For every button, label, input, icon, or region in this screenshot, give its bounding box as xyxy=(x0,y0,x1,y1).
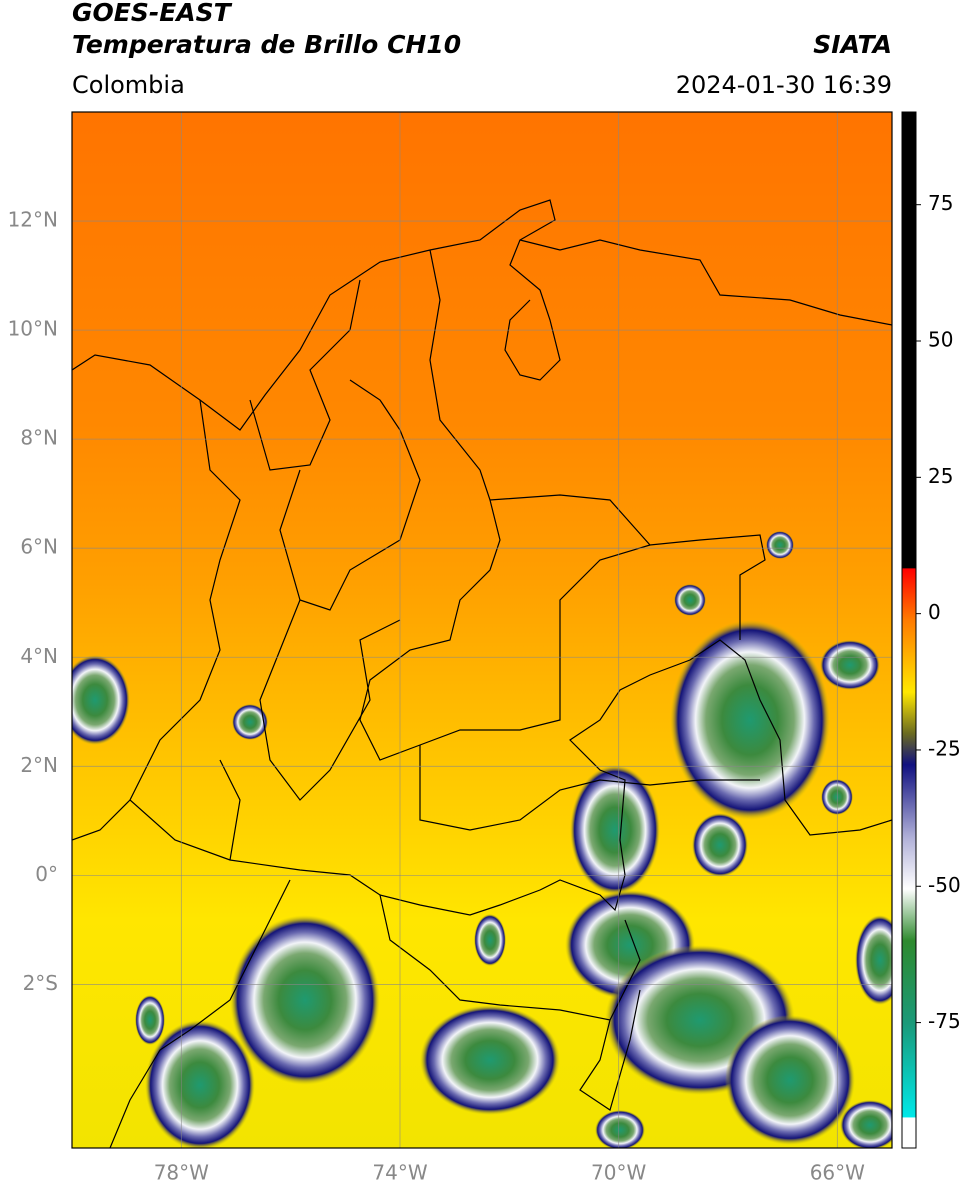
lat-tick-label: 12°N xyxy=(8,208,58,232)
lat-tick-label: 2°N xyxy=(20,753,58,777)
lat-tick-label: 6°N xyxy=(20,535,58,559)
colorbar-tick-label: 25 xyxy=(928,464,953,488)
satellite-title: GOES-EAST xyxy=(72,0,233,27)
graticule xyxy=(72,112,892,1148)
lat-tick-label: 8°N xyxy=(20,426,58,450)
colorbar-tick-label: 50 xyxy=(928,328,953,352)
lon-tick-label: 70°W xyxy=(591,1161,646,1185)
colorbar-tick-label: -50 xyxy=(928,873,961,897)
lon-tick-label: 66°W xyxy=(810,1161,865,1185)
borders xyxy=(72,199,892,1148)
lon-tick-label: 74°W xyxy=(372,1161,427,1185)
lon-tick-label: 78°W xyxy=(154,1161,209,1185)
colorbar-tick-label: 0 xyxy=(928,600,941,624)
lat-tick-label: 2°S xyxy=(23,971,58,995)
source-label: SIATA xyxy=(813,30,892,59)
region-label: Colombia xyxy=(72,71,185,99)
colorbar-tick-label: 75 xyxy=(928,191,953,215)
colorbar xyxy=(901,111,917,1149)
colorbar-tick-label: -75 xyxy=(928,1009,961,1033)
lat-tick-label: 10°N xyxy=(8,317,58,341)
lat-tick-label: 4°N xyxy=(20,644,58,668)
product-title: Temperatura de Brillo CH10 xyxy=(72,30,461,59)
map-frame xyxy=(71,111,893,1149)
cloud-tops xyxy=(72,531,892,1148)
colorbar-tick-label: -25 xyxy=(928,736,961,760)
datetime-label: 2024-01-30 16:39 xyxy=(676,71,892,99)
lat-tick-label: 0° xyxy=(35,862,58,886)
map-image xyxy=(72,112,892,1148)
